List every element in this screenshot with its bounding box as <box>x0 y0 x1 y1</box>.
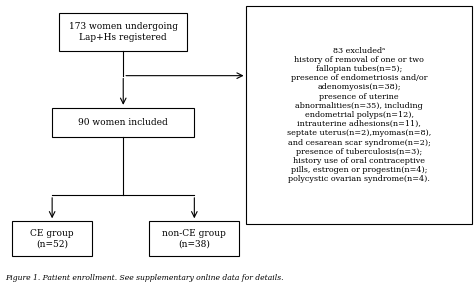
FancyBboxPatch shape <box>246 6 472 224</box>
FancyBboxPatch shape <box>52 108 194 137</box>
Text: 83 excludedᵃ
history of removal of one or two
fallopian tubes(n=5);
presence of : 83 excludedᵃ history of removal of one o… <box>287 47 431 183</box>
Text: 173 women undergoing
Lap+Hs registered: 173 women undergoing Lap+Hs registered <box>69 22 178 42</box>
Text: non-CE group
(n=38): non-CE group (n=38) <box>163 229 226 248</box>
FancyBboxPatch shape <box>12 221 92 256</box>
Text: Figure 1. Patient enrollment. See supplementary online data for details.: Figure 1. Patient enrollment. See supple… <box>5 274 283 282</box>
FancyBboxPatch shape <box>149 221 239 256</box>
FancyBboxPatch shape <box>59 13 187 51</box>
Text: CE group
(n=52): CE group (n=52) <box>30 229 74 248</box>
Text: 90 women included: 90 women included <box>78 118 168 127</box>
